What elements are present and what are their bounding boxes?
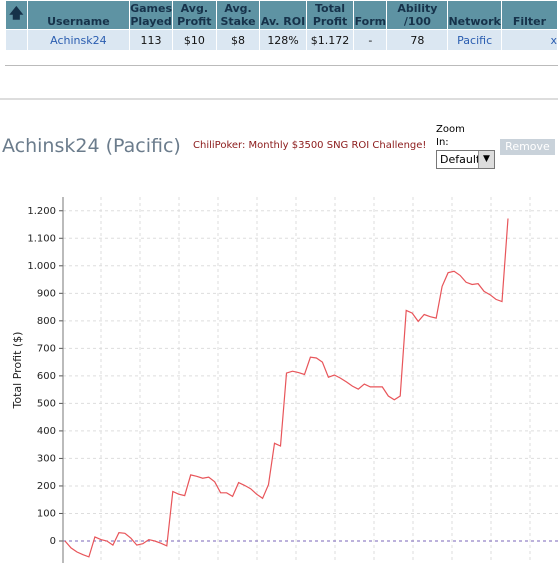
cell: $8 bbox=[215, 29, 261, 51]
divider bbox=[0, 98, 558, 100]
header-row: 🡅 Username Games Played Avg. Profit Avg. St… bbox=[5, 0, 558, 30]
cell: 78 bbox=[386, 29, 449, 51]
y-tick-label: 1.200 bbox=[27, 206, 56, 217]
y-tick-label: 400 bbox=[37, 426, 56, 437]
y-tick-label: 900 bbox=[37, 288, 56, 299]
cell: $10 bbox=[172, 29, 217, 51]
stats-table: 🡅 Username Games Played Avg. Profit Avg. St… bbox=[5, 0, 558, 51]
promo-link[interactable]: ChiliPoker: Monthly $3500 SNG ROI Challe… bbox=[193, 140, 427, 151]
col-header[interactable]: Ability/100 bbox=[386, 0, 449, 30]
cell: 128% bbox=[259, 29, 307, 51]
zoom-select[interactable]: Default ▼ bbox=[436, 150, 495, 169]
cell: 113 bbox=[129, 29, 174, 51]
col-header[interactable]: Av. ROI bbox=[259, 0, 307, 30]
col-header[interactable]: Avg. Stake bbox=[215, 0, 261, 30]
player-title: Achinsk24 (Pacific) bbox=[2, 135, 181, 157]
y-tick-label: 100 bbox=[37, 508, 56, 519]
profit-line bbox=[64, 218, 509, 558]
y-tick-label: 1.000 bbox=[27, 261, 56, 272]
y-tick-label: 200 bbox=[37, 481, 56, 492]
col-header[interactable]: Network bbox=[447, 0, 502, 30]
divider bbox=[5, 65, 558, 66]
data-row: Achinsk24 113 $10 $8 128% $1.172 - 78 Pa… bbox=[5, 29, 558, 51]
y-tick-label: 300 bbox=[37, 453, 56, 464]
cell bbox=[5, 29, 28, 51]
zoom-option: Default bbox=[440, 153, 481, 166]
zoom-label: Zoom In: bbox=[436, 124, 465, 148]
y-tick-label: 700 bbox=[37, 343, 56, 354]
remove-button[interactable]: Remove bbox=[500, 139, 555, 155]
col-header[interactable]: Games Played bbox=[129, 0, 174, 30]
sort-icon[interactable]: 🡅 bbox=[5, 0, 28, 30]
col-header[interactable]: Filter bbox=[500, 0, 558, 30]
username-link[interactable]: Achinsk24 bbox=[26, 29, 131, 51]
y-tick-label: 800 bbox=[37, 316, 56, 327]
y-tick-label: 500 bbox=[37, 398, 56, 409]
y-tick-label: 1.100 bbox=[27, 233, 56, 244]
col-header[interactable]: Avg. Profit bbox=[172, 0, 217, 30]
y-axis-label: Total Profit ($) bbox=[11, 332, 24, 410]
remove-filter[interactable]: x bbox=[500, 29, 558, 51]
cell: $1.172 bbox=[305, 29, 355, 51]
y-tick-label: 600 bbox=[37, 371, 56, 382]
network-link[interactable]: Pacific bbox=[447, 29, 502, 51]
y-tick-label: 0 bbox=[50, 536, 56, 547]
col-header[interactable]: Form bbox=[353, 0, 388, 30]
